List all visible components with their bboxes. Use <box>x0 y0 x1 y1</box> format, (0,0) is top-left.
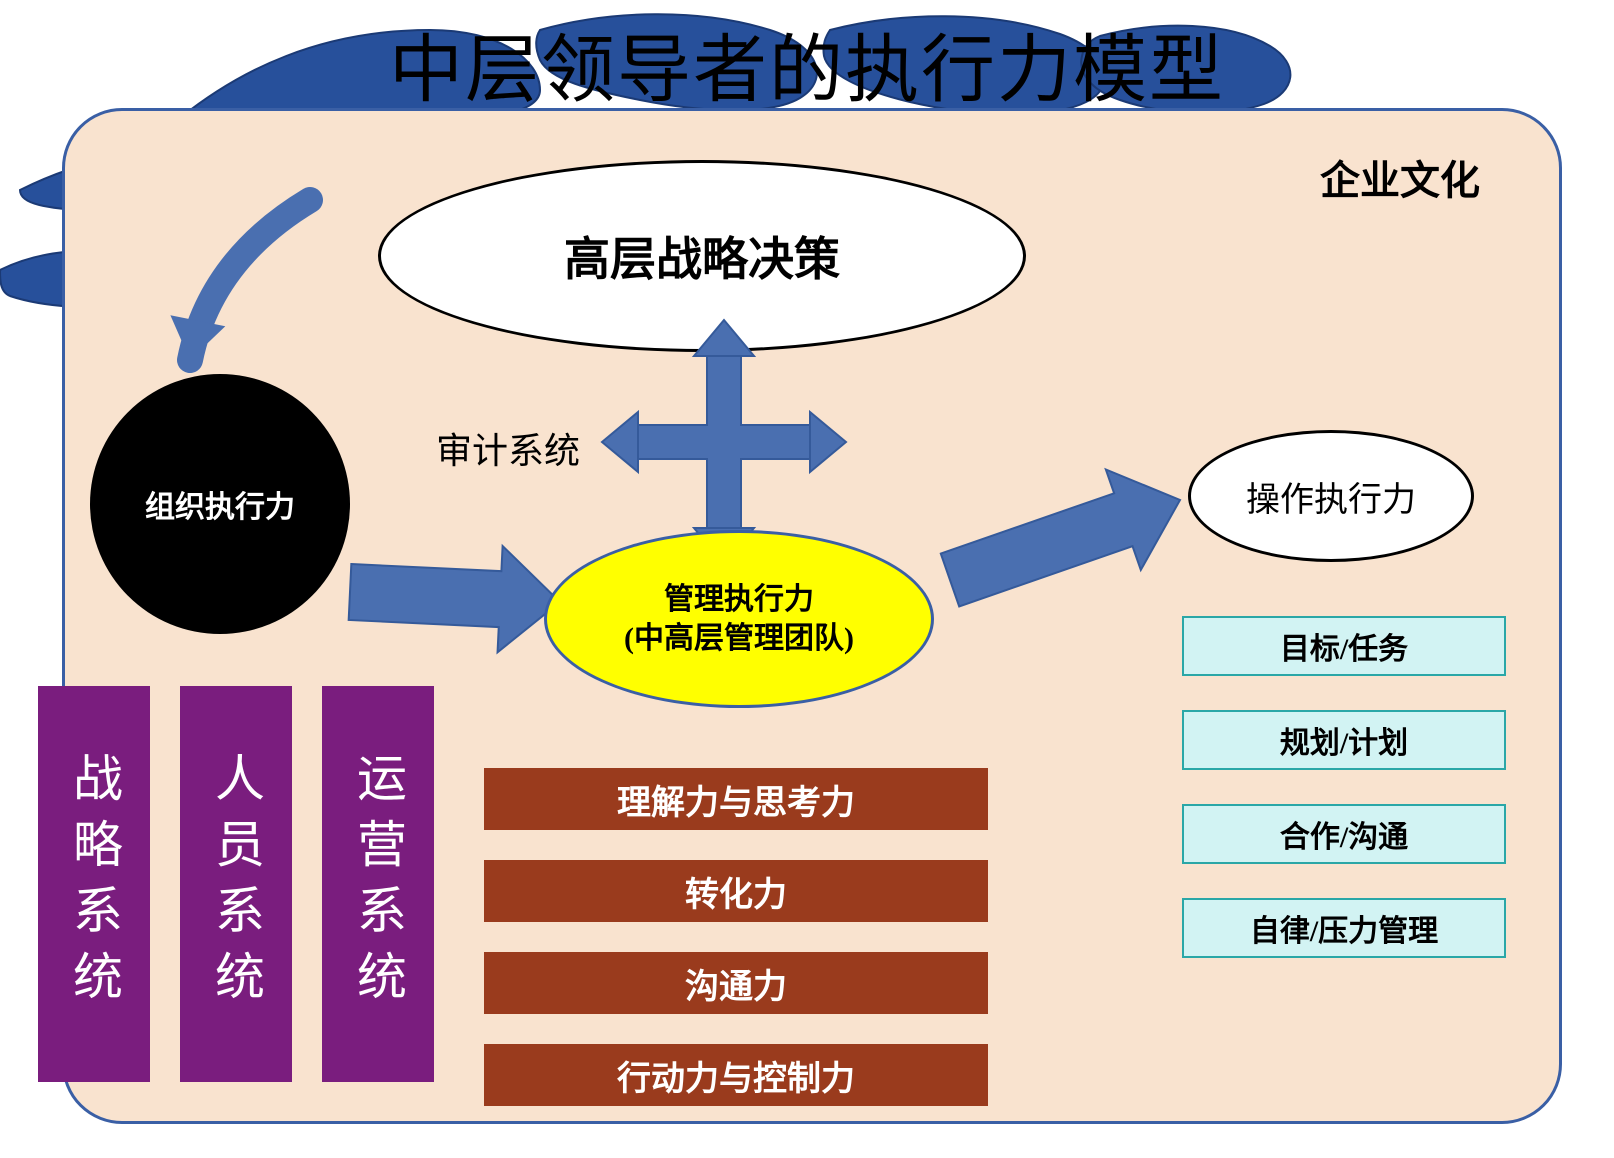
corporate-culture-label: 企业文化 <box>1320 148 1480 206</box>
management-execution-ellipse: 管理执行力 (中高层管理团队) <box>544 530 934 708</box>
top-strategy-text: 高层战略决策 <box>564 223 840 289</box>
page-title: 中层领导者的执行力模型 <box>0 10 1614 117</box>
org-execution-circle: 组织执行力 <box>90 374 350 634</box>
org-execution-text: 组织执行力 <box>145 482 295 526</box>
brown-capability-box: 理解力与思考力 <box>484 768 988 830</box>
diagram-canvas: 中层领导者的执行力模型 企业文化 高层战略决策 组织执行力 审计系统 管理执行力… <box>0 0 1614 1158</box>
purple-column: 战略系统 <box>38 686 150 1082</box>
cyan-task-box: 规划/计划 <box>1182 710 1506 770</box>
top-strategy-ellipse: 高层战略决策 <box>378 160 1026 352</box>
brown-capability-box: 沟通力 <box>484 952 988 1014</box>
brown-capability-box: 行动力与控制力 <box>484 1044 988 1106</box>
purple-column: 人员系统 <box>180 686 292 1082</box>
management-execution-line1: 管理执行力 <box>624 580 854 619</box>
cyan-task-box: 合作/沟通 <box>1182 804 1506 864</box>
management-execution-line2: (中高层管理团队) <box>624 619 854 658</box>
audit-system-label: 审计系统 <box>436 422 580 474</box>
operation-execution-ellipse: 操作执行力 <box>1188 430 1474 562</box>
cyan-task-box: 自律/压力管理 <box>1182 898 1506 958</box>
brown-capability-box: 转化力 <box>484 860 988 922</box>
operation-execution-text: 操作执行力 <box>1246 472 1416 521</box>
purple-column: 运营系统 <box>322 686 434 1082</box>
cyan-task-box: 目标/任务 <box>1182 616 1506 676</box>
